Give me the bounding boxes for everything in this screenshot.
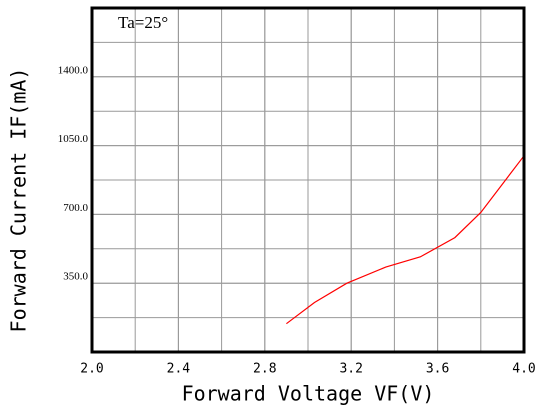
data-line: [286, 155, 525, 325]
y-tick-label: 350.0: [63, 271, 88, 283]
y-axis-title: Forward Current IF(mA): [7, 68, 31, 333]
x-tick-label: 2.4: [167, 362, 191, 377]
x-tick-label: 3.2: [339, 362, 362, 377]
x-tick-label: 4.0: [512, 362, 535, 377]
annotation: Ta=25°: [118, 13, 168, 32]
x-tick-label: 2.8: [253, 362, 276, 377]
y-tick-label: 1050.0: [58, 133, 89, 145]
x-tick-label: 2.0: [80, 362, 103, 377]
x-tick-label: 3.6: [426, 362, 449, 377]
y-tick-label: 1400.0: [58, 64, 89, 76]
plot-frame: [90, 6, 526, 354]
x-axis-title: Forward Voltage VF(V): [182, 382, 435, 406]
y-tick-label: 700.0: [63, 202, 88, 214]
